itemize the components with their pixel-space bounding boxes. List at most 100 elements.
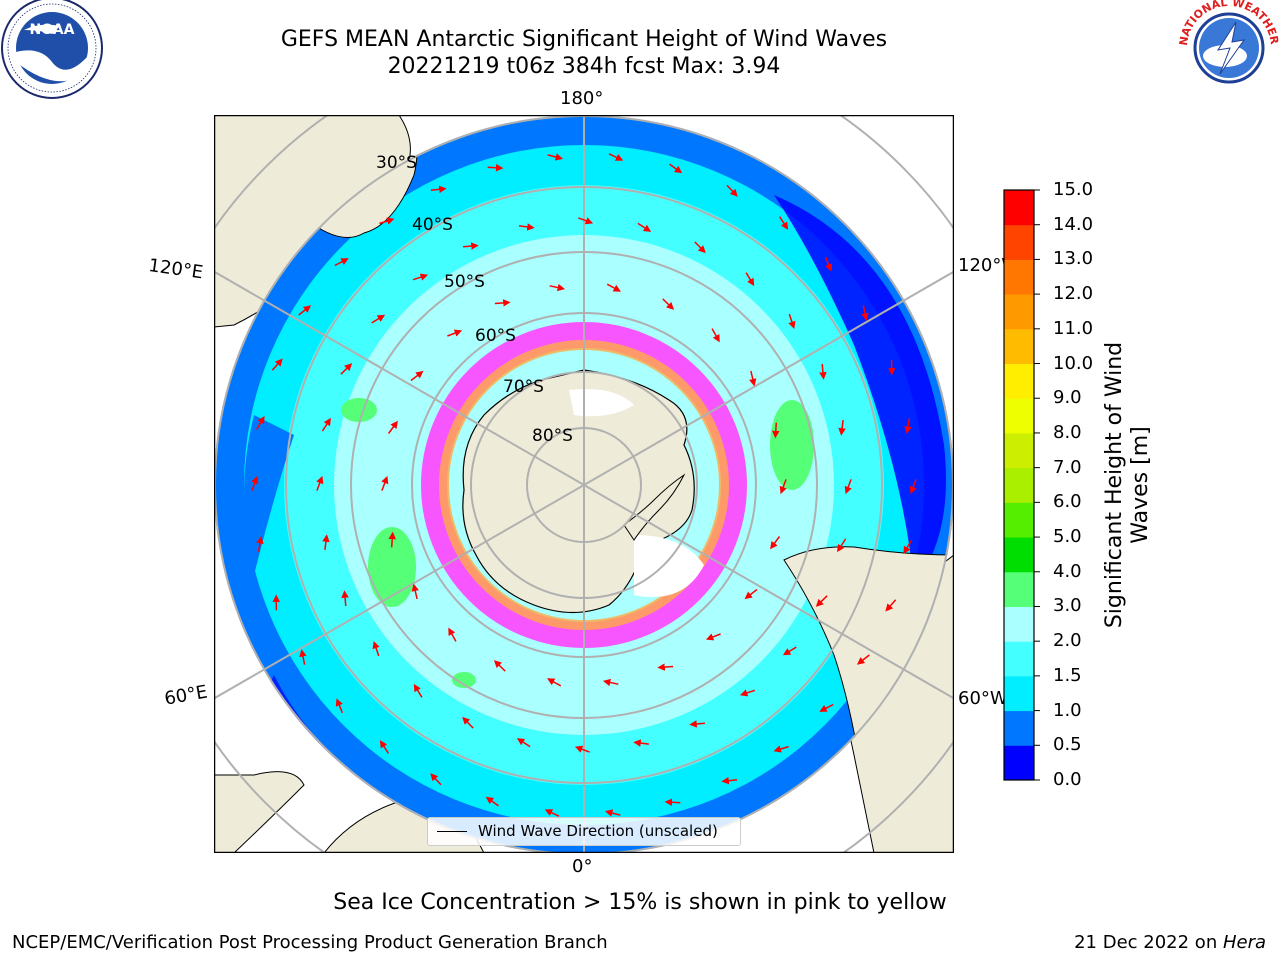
colorbar-tick-label: 6.0: [1053, 491, 1082, 513]
colorbar-tick-label: 5.0: [1053, 526, 1082, 548]
wind-wave-arrow: [381, 475, 389, 491]
wind-wave-arrow: [604, 809, 621, 817]
wind-wave-arrow: [838, 420, 846, 436]
wind-wave-arrow: [778, 216, 789, 230]
longitude-label-180: 180°: [560, 88, 604, 109]
latitude-label-70s: 70°S: [503, 377, 544, 397]
wind-wave-arrow: [744, 588, 758, 600]
footer-date-text: 21 Dec 2022 on: [1074, 932, 1223, 953]
colorbar-tick-label: 12.0: [1053, 283, 1094, 305]
latitude-labels: 30°S 40°S 50°S 60°S 70°S 80°S: [376, 153, 573, 446]
map-legend: Wind Wave Direction (unscaled): [427, 817, 741, 846]
colorbar-segment: [1004, 363, 1034, 399]
colorbar-segment: [1004, 328, 1034, 365]
wind-wave-arrows: [251, 153, 917, 817]
latitude-label-80s: 80°S: [532, 426, 573, 446]
noaa-logo: NOAA: [1, 0, 103, 99]
wind-wave-arrow: [819, 364, 827, 380]
colorbar: [1003, 189, 1040, 781]
wind-wave-arrow: [321, 417, 331, 432]
sea-ice-note: Sea Ice Concentration > 15% is shown in …: [333, 890, 947, 915]
longitude-label-120e: 120°E: [147, 255, 205, 284]
footer-date: 21 Dec 2022 on Hera: [1074, 932, 1266, 954]
wind-wave-arrow: [299, 649, 307, 665]
colorbar-tick-label: 0.0: [1053, 769, 1082, 790]
colorbar-segment: [1004, 432, 1034, 469]
wind-wave-arrow: [739, 689, 756, 697]
colorbar-segment: [1004, 398, 1034, 434]
wind-wave-arrow: [689, 720, 705, 728]
wind-wave-arrow: [493, 660, 506, 672]
wind-wave-arrow: [412, 273, 429, 281]
wind-wave-arrow: [694, 241, 706, 254]
wind-wave-arrow: [885, 599, 897, 612]
wind-wave-arrow: [745, 272, 755, 287]
colorbar-segment: [1004, 190, 1034, 226]
wind-wave-arrow: [633, 739, 649, 747]
wind-wave-arrow: [721, 776, 738, 785]
wind-wave-arrow: [372, 640, 380, 657]
colorbar-tick-label: 0.5: [1053, 734, 1082, 756]
latitude-label-60s: 60°S: [475, 326, 516, 346]
colorbar-segment: [1004, 571, 1034, 607]
wind-wave-arrow: [316, 475, 324, 491]
wind-wave-arrow: [251, 475, 259, 491]
wind-wave-arrow: [411, 583, 419, 600]
wind-wave-arrow: [606, 283, 621, 292]
wind-wave-arrow: [904, 418, 912, 434]
wind-wave-arrow: [516, 738, 531, 748]
wind-wave-arrow: [462, 716, 474, 729]
wind-wave-arrow: [430, 773, 442, 786]
wind-wave-arrow: [657, 663, 674, 671]
colorbar-tick-label: 1.5: [1053, 664, 1082, 686]
wind-wave-arrow: [519, 223, 535, 231]
wind-wave-arrow: [815, 595, 828, 607]
wind-wave-arrow: [861, 305, 869, 321]
polar-map: 30°S 40°S 50°S 60°S 70°S 80°S: [214, 115, 954, 853]
colorbar-tick-label: 13.0: [1053, 248, 1094, 270]
wind-wave-arrow: [379, 740, 390, 754]
wind-wave-arrow: [410, 370, 424, 382]
colorbar-segment: [1004, 294, 1034, 330]
wind-wave-arrow: [844, 479, 852, 495]
colorbar-tick-label: 14.0: [1053, 213, 1094, 235]
colorbar-tick-label: 1.0: [1053, 699, 1082, 721]
colorbar-tick-label: 4.0: [1053, 560, 1082, 582]
wind-wave-arrow: [903, 540, 913, 555]
legend-label: Wind Wave Direction (unscaled): [478, 822, 718, 840]
wind-wave-arrow: [388, 531, 396, 548]
colorbar-tick-label: 7.0: [1053, 456, 1082, 478]
wind-wave-arrow: [602, 678, 619, 687]
wind-wave-arrow: [430, 185, 447, 194]
wind-wave-arrow: [487, 164, 504, 172]
wind-wave-arrow: [770, 536, 781, 550]
colorbar-segment: [1004, 502, 1034, 538]
wind-wave-arrow: [547, 153, 564, 161]
chart-subtitle: 20221219 t06z 384h fcst Max: 3.94: [387, 54, 781, 79]
wind-wave-arrow: [788, 313, 796, 330]
colorbar-segment: [1004, 259, 1034, 295]
wind-wave-arrow: [322, 534, 330, 550]
wind-wave-arrow: [448, 627, 457, 642]
wind-wave-arrow: [485, 796, 499, 807]
wind-wave-arrow: [494, 299, 511, 307]
colorbar-label: Significant Height of Wind Waves [m]: [1102, 341, 1153, 629]
wind-wave-arrow: [544, 809, 560, 817]
colorbar-segment: [1004, 606, 1034, 642]
colorbar-border: [1003, 189, 1035, 781]
wind-wave-arrow: [749, 370, 757, 387]
wind-wave-arrow: [335, 698, 344, 714]
wind-wave-arrow: [837, 538, 847, 553]
colorbar-segment: [1004, 641, 1034, 677]
wind-wave-arrow: [856, 654, 870, 665]
wind-wave-arrow: [371, 314, 386, 324]
wind-wave-arrow: [255, 415, 265, 430]
wind-wave-arrow: [379, 217, 395, 225]
longitude-label-60e: 60°E: [162, 681, 210, 710]
wind-wave-arrow: [726, 184, 738, 197]
colorbar-tick-label: 11.0: [1053, 317, 1094, 339]
legend-line-sample: [437, 831, 467, 832]
colorbar-tick-label: 15.0: [1053, 179, 1094, 200]
wind-wave-arrow: [340, 363, 353, 375]
colorbar-tick-label: 8.0: [1053, 421, 1082, 443]
